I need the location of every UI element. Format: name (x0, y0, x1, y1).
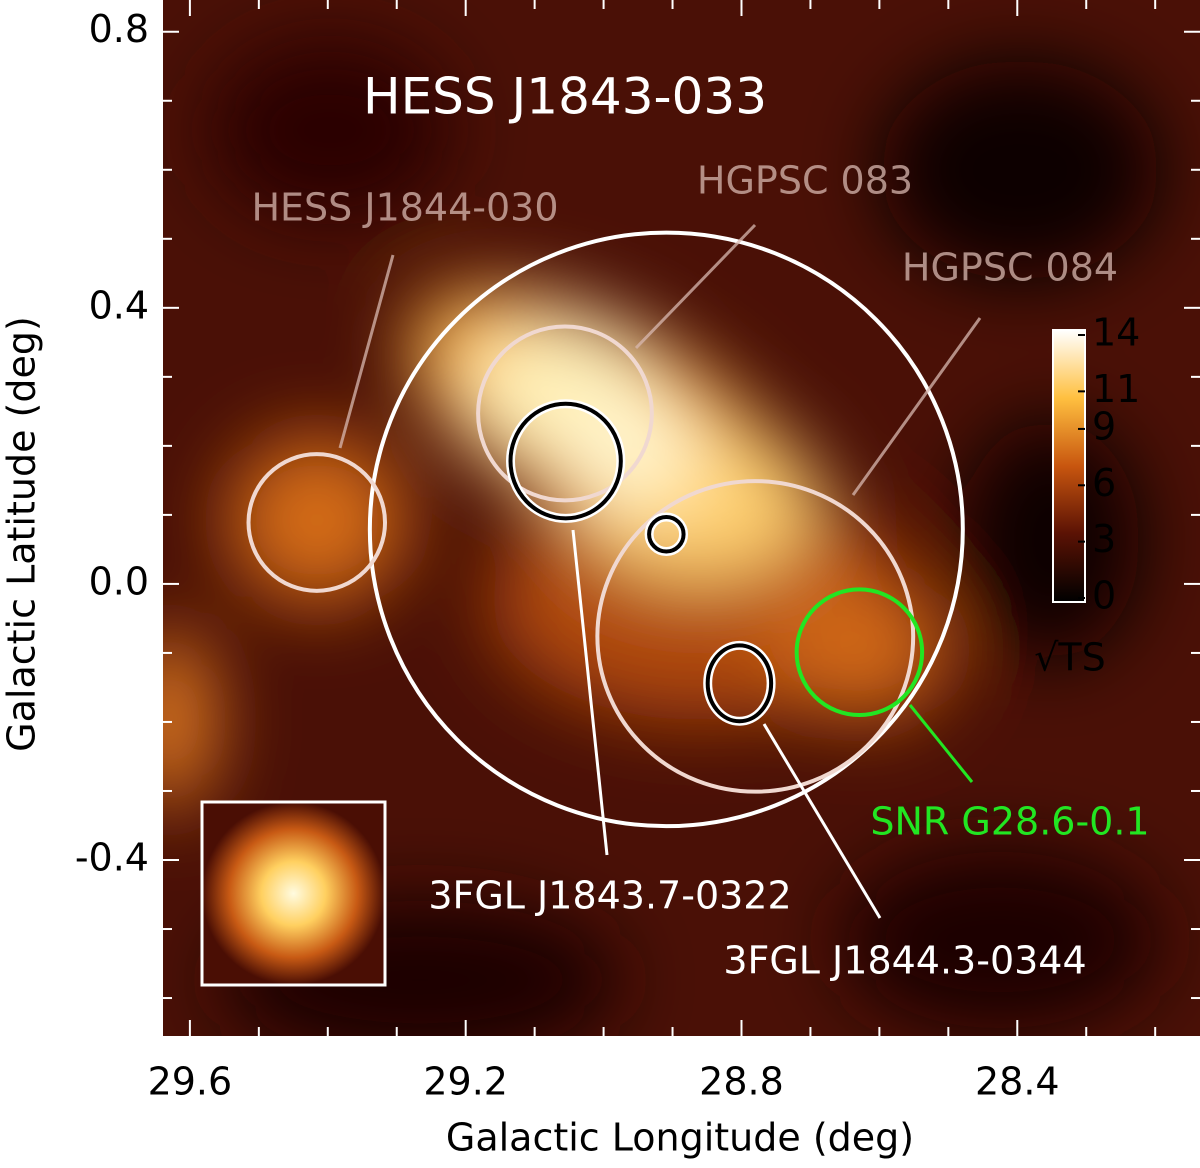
psf-inset (200, 800, 387, 987)
x-axis-label: Galactic Longitude (deg) (446, 1116, 914, 1160)
x-tick-label: 28.8 (699, 1060, 784, 1104)
region (705, 643, 774, 724)
y-tick-label: 0.4 (89, 283, 149, 327)
colorbar-tick-label: 3 (1092, 517, 1116, 561)
leader-line (762, 723, 882, 919)
region (367, 230, 965, 829)
y-tick-label: -0.4 (75, 835, 149, 879)
leader-line (338, 254, 395, 449)
colorbar (1052, 329, 1086, 603)
region (595, 479, 916, 794)
leader-line (851, 317, 982, 496)
y-axis-label: Galactic Latitude (deg) (0, 316, 44, 752)
region (647, 514, 686, 554)
colorbar-tick-label: 14 (1092, 311, 1140, 355)
region (246, 452, 388, 593)
colorbar-label: √TS (1034, 636, 1106, 680)
y-tick-label: 0.8 (89, 7, 149, 51)
colorbar-tick-label: 9 (1092, 404, 1116, 448)
region (476, 324, 654, 503)
y-tick-label: 0.0 (89, 559, 149, 603)
leader-line (908, 704, 974, 783)
region-label: 3FGL J1844.3-0344 (723, 939, 1086, 983)
region-label: SNR G28.6-0.1 (870, 800, 1149, 844)
colorbar-tick-label: 6 (1092, 461, 1116, 505)
region-label: HGPSC 084 (902, 246, 1118, 290)
x-tick-label: 29.6 (148, 1060, 233, 1104)
leader-line (571, 529, 609, 856)
x-tick-label: 29.2 (423, 1060, 508, 1104)
colorbar-tick-label: 0 (1092, 574, 1116, 618)
region-label: HESS J1844-030 (251, 186, 558, 230)
leader-line (634, 223, 757, 350)
colorbar-tick-label: 11 (1092, 367, 1140, 411)
x-tick-label: 28.4 (975, 1060, 1060, 1104)
region (794, 587, 925, 718)
chart-title: HESS J1843-033 (363, 68, 767, 126)
region (508, 401, 623, 521)
region-label: HGPSC 083 (697, 159, 913, 203)
region-label: 3FGL J1843.7-0322 (428, 874, 791, 918)
